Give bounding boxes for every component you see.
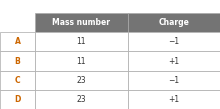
Text: C: C [15,76,20,85]
FancyBboxPatch shape [0,32,35,51]
Text: 11: 11 [77,57,86,66]
FancyBboxPatch shape [35,71,128,90]
FancyBboxPatch shape [128,13,220,32]
FancyBboxPatch shape [35,13,128,32]
Text: 23: 23 [77,76,86,85]
FancyBboxPatch shape [0,51,35,71]
Text: Mass number: Mass number [52,18,110,27]
FancyBboxPatch shape [35,32,128,51]
Text: B: B [15,57,20,66]
Text: 23: 23 [77,95,86,104]
FancyBboxPatch shape [128,51,220,71]
FancyBboxPatch shape [128,32,220,51]
FancyBboxPatch shape [128,90,220,109]
Text: D: D [15,95,21,104]
FancyBboxPatch shape [35,90,128,109]
Text: A: A [15,37,20,46]
FancyBboxPatch shape [128,71,220,90]
Text: −1: −1 [168,37,179,46]
Text: −1: −1 [168,76,179,85]
Text: +1: +1 [168,95,179,104]
FancyBboxPatch shape [0,90,35,109]
FancyBboxPatch shape [0,71,35,90]
FancyBboxPatch shape [35,51,128,71]
Text: Charge: Charge [158,18,189,27]
Text: 11: 11 [77,37,86,46]
FancyBboxPatch shape [0,13,35,32]
Text: +1: +1 [168,57,179,66]
